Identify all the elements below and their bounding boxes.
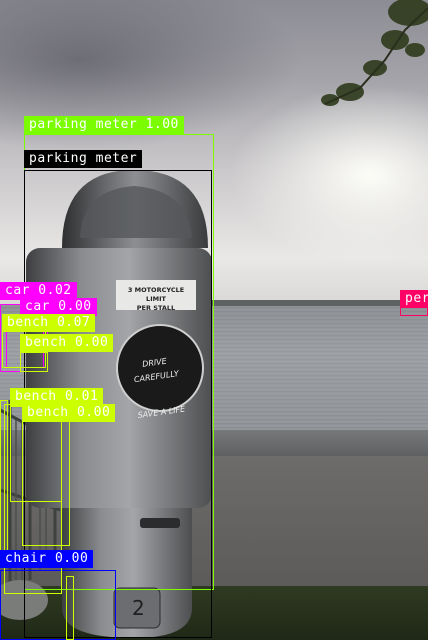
bench-box-2 bbox=[20, 352, 48, 372]
meter-number: 2 bbox=[132, 596, 145, 620]
tree-branches bbox=[321, 0, 428, 106]
meter-plate-line1: 3 MOTORCYCLE LIMIT bbox=[127, 286, 185, 303]
bench-label-1: bench 0.07 bbox=[2, 314, 96, 332]
meter-plate-line2: PER STALL bbox=[136, 304, 176, 312]
car-label-1: car 0.02 bbox=[0, 282, 77, 300]
bench-label-2: bench 0.00 bbox=[20, 334, 114, 352]
far-shoreline bbox=[210, 300, 428, 306]
car-label-2: car 0.00 bbox=[20, 298, 97, 316]
parking-meter-gt-label: parking meter bbox=[24, 150, 143, 168]
parking-meter-pred-label: parking meter 1.00 bbox=[24, 116, 184, 134]
person-label-1: per bbox=[400, 290, 428, 308]
meter-plate: 3 MOTORCYCLE LIMIT PER STALL bbox=[118, 286, 194, 313]
bench-label-4: bench 0.00 bbox=[22, 404, 116, 422]
bench-label-3: bench 0.01 bbox=[10, 388, 104, 406]
chair-label-1: chair 0.00 bbox=[0, 550, 94, 568]
bench-box-small bbox=[66, 576, 74, 640]
